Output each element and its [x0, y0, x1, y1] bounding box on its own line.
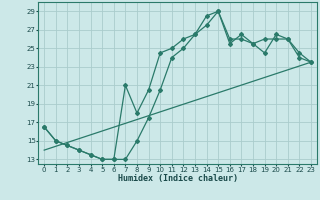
X-axis label: Humidex (Indice chaleur): Humidex (Indice chaleur): [118, 174, 238, 183]
